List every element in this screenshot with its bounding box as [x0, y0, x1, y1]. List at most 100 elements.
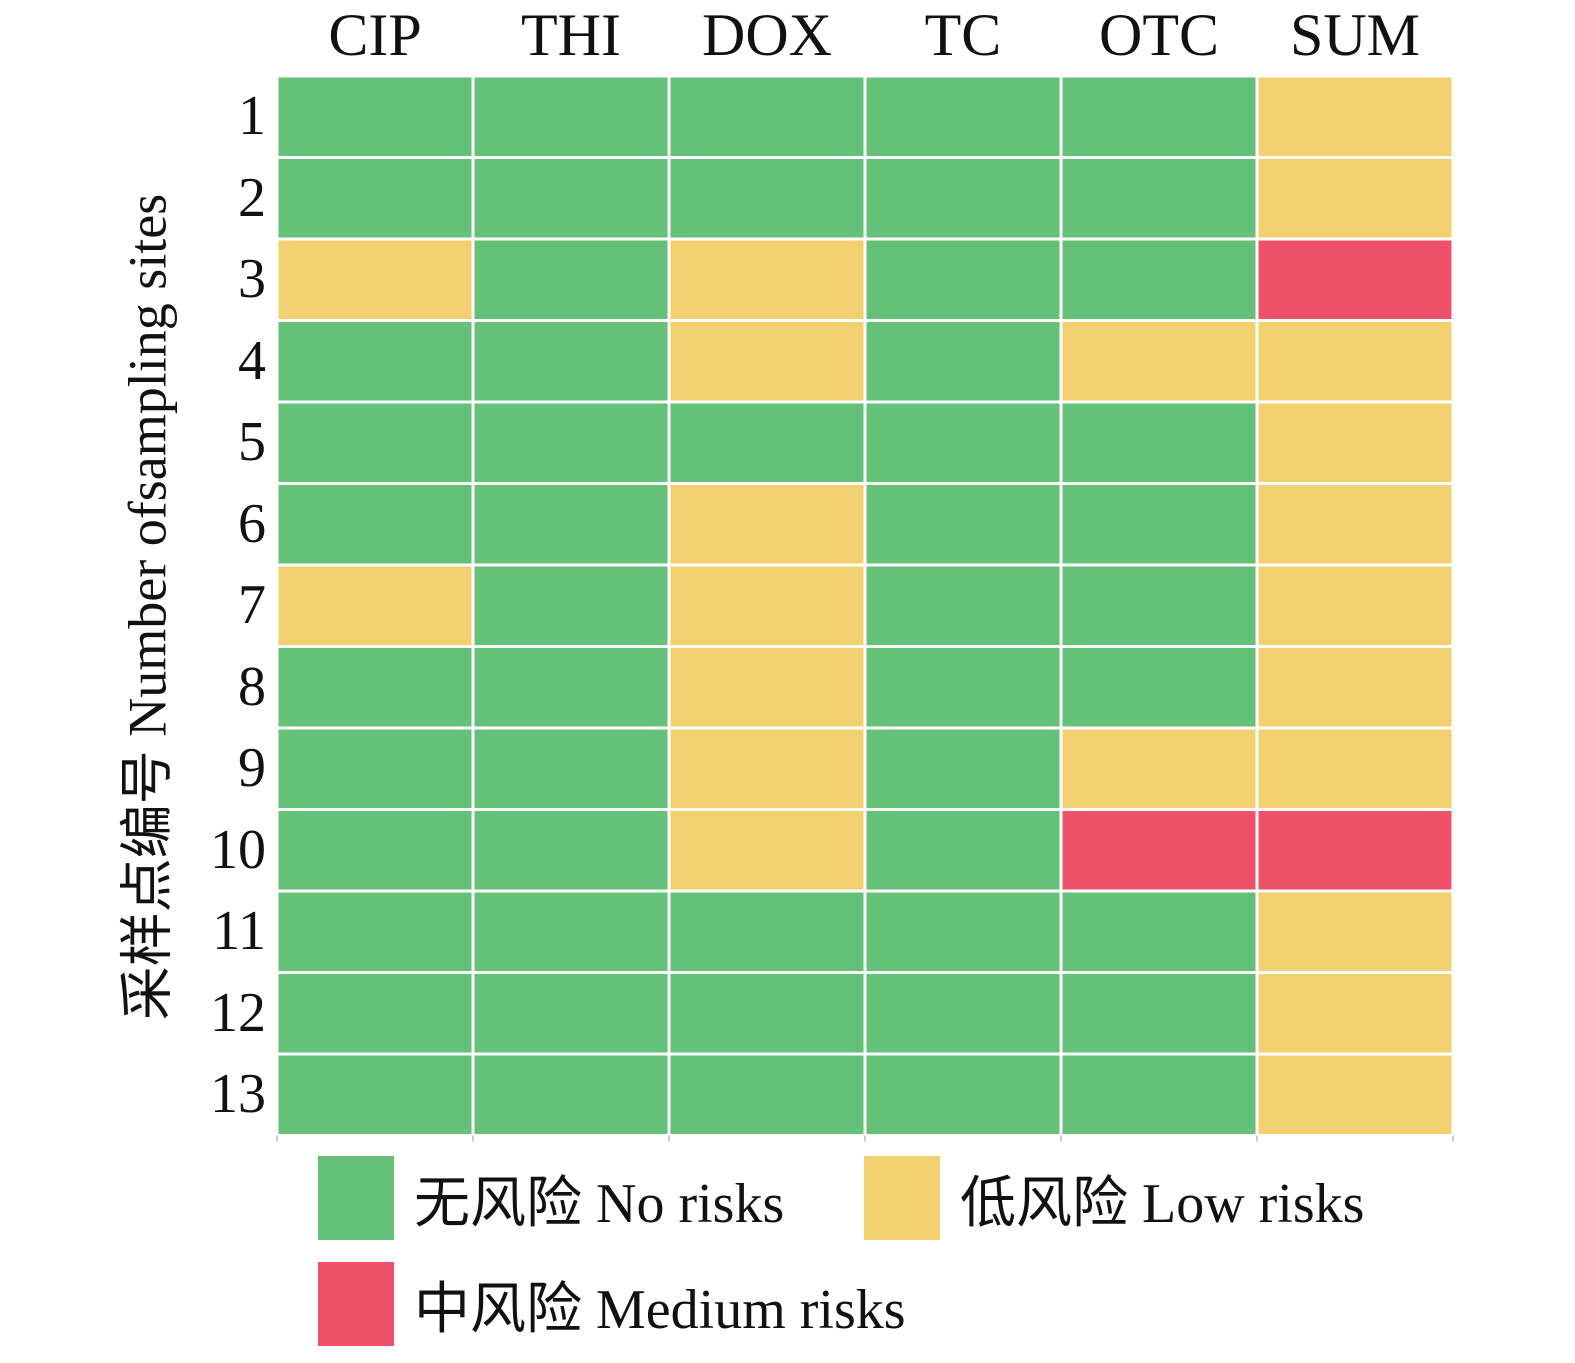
legend-swatch-low [864, 1156, 940, 1240]
row-label-7: 7 [238, 574, 266, 636]
heatmap-cell-5-sum [1255, 400, 1455, 485]
row-label-5: 5 [238, 411, 266, 473]
legend-swatch-none [318, 1156, 394, 1240]
heatmap-cell-4-cip [275, 319, 475, 404]
legend-label-medium: 中风险 Medium risks [414, 1278, 906, 1341]
row-label-3: 3 [238, 248, 266, 310]
legend-item-low: 低风险 Low risks [864, 1156, 1364, 1240]
heatmap-cell-9-sum [1255, 726, 1455, 811]
row-label-6: 6 [238, 492, 266, 555]
y-axis-label: 采样点编号 Number ofsampling sites [117, 193, 178, 1021]
legend-item-none: 无风险 No risks [318, 1156, 784, 1240]
row-label-4: 4 [238, 329, 266, 392]
heatmap-cell-6-thi [471, 482, 671, 567]
heatmap-cell-8-thi [471, 645, 671, 730]
heatmap-cell-4-tc [863, 319, 1063, 404]
heatmap-cell-2-otc [1059, 156, 1259, 241]
heatmap-cell-10-tc [863, 808, 1063, 893]
heatmap-cell-13-cip [275, 1052, 475, 1137]
heatmap-cell-1-tc [863, 74, 1063, 159]
heatmap-cell-12-tc [863, 971, 1063, 1056]
heatmap-cell-8-tc [863, 645, 1063, 730]
heatmap-cell-4-sum [1255, 319, 1455, 404]
heatmap-cell-13-dox [667, 1052, 867, 1137]
heatmap-cell-13-tc [863, 1052, 1063, 1137]
heatmap-cell-2-thi [471, 156, 671, 241]
heatmap-cell-5-tc [863, 400, 1063, 485]
heatmap-cell-7-otc [1059, 563, 1259, 648]
row-label-12: 12 [210, 981, 266, 1044]
row-label-8: 8 [238, 655, 266, 718]
heatmap-cell-2-cip [275, 156, 475, 241]
heatmap-cell-3-tc [863, 237, 1063, 322]
row-label-13: 13 [210, 1063, 266, 1125]
heatmap-cell-4-otc [1059, 319, 1259, 404]
column-label-cip: CIP [328, 2, 422, 68]
heatmap-cell-6-dox [667, 482, 867, 567]
heatmap-cell-8-dox [667, 645, 867, 730]
heatmap-cell-10-sum [1255, 808, 1455, 893]
heatmap-cell-13-thi [471, 1052, 671, 1137]
heatmap-cell-3-sum [1255, 237, 1455, 322]
heatmap-cell-3-dox [667, 237, 867, 322]
heatmap-cell-5-dox [667, 400, 867, 485]
heatmap-cell-13-sum [1255, 1052, 1455, 1137]
heatmap-cell-2-tc [863, 156, 1063, 241]
heatmap-cell-9-tc [863, 726, 1063, 811]
heatmap-cell-5-cip [275, 400, 475, 485]
heatmap-cell-12-dox [667, 971, 867, 1056]
heatmap-cell-6-otc [1059, 482, 1259, 567]
heatmap-cell-1-sum [1255, 74, 1455, 159]
heatmap-cell-2-sum [1255, 156, 1455, 241]
legend-label-low: 低风险 Low risks [960, 1172, 1365, 1235]
heatmap-cell-7-cip [275, 563, 475, 648]
heatmap-cell-11-cip [275, 889, 475, 974]
heatmap-cell-11-dox [667, 889, 867, 974]
heatmap-cell-9-otc [1059, 726, 1259, 811]
heatmap-cell-9-cip [275, 726, 475, 811]
heatmap-cell-13-otc [1059, 1052, 1259, 1137]
heatmap-cell-1-thi [471, 74, 671, 159]
heatmap-cell-11-tc [863, 889, 1063, 974]
heatmap-cell-10-cip [275, 808, 475, 893]
heatmap-cell-12-cip [275, 971, 475, 1056]
heatmap-cell-7-thi [471, 563, 671, 648]
heatmap-cell-6-tc [863, 482, 1063, 567]
legend-swatch-medium [318, 1262, 394, 1346]
heatmap-cell-7-tc [863, 563, 1063, 648]
heatmap-cell-12-otc [1059, 971, 1259, 1056]
heatmap-cell-4-dox [667, 319, 867, 404]
heatmap-cell-7-sum [1255, 563, 1455, 648]
heatmap-cell-10-thi [471, 808, 671, 893]
heatmap-cell-4-thi [471, 319, 671, 404]
heatmap-cell-5-thi [471, 400, 671, 485]
column-label-dox: DOX [702, 2, 832, 68]
heatmap-cell-2-dox [667, 156, 867, 241]
heatmap-cell-8-cip [275, 645, 475, 730]
row-label-11: 11 [212, 900, 266, 962]
column-label-sum: SUM [1289, 2, 1421, 68]
heatmap-cell-3-cip [275, 237, 475, 322]
heatmap-cell-3-thi [471, 237, 671, 322]
heatmap-cell-8-otc [1059, 645, 1259, 730]
column-label-thi: THI [521, 2, 621, 68]
heatmap-cell-9-thi [471, 726, 671, 811]
heatmap-cell-9-dox [667, 726, 867, 811]
heatmap-cell-10-dox [667, 808, 867, 893]
column-label-tc: TC [924, 2, 1002, 68]
heatmap-cell-11-sum [1255, 889, 1455, 974]
row-label-2: 2 [238, 166, 266, 229]
column-label-otc: OTC [1099, 2, 1219, 68]
heatmap-cell-12-sum [1255, 971, 1455, 1056]
row-label-1: 1 [238, 85, 266, 147]
heatmap-cell-11-thi [471, 889, 671, 974]
heatmap-cell-11-otc [1059, 889, 1259, 974]
heatmap-cell-1-otc [1059, 74, 1259, 159]
heatmap-cell-8-sum [1255, 645, 1455, 730]
row-label-9: 9 [238, 737, 266, 799]
legend-item-medium: 中风险 Medium risks [318, 1262, 906, 1346]
legend-label-none: 无风险 No risks [414, 1172, 785, 1235]
heatmap-cell-12-thi [471, 971, 671, 1056]
